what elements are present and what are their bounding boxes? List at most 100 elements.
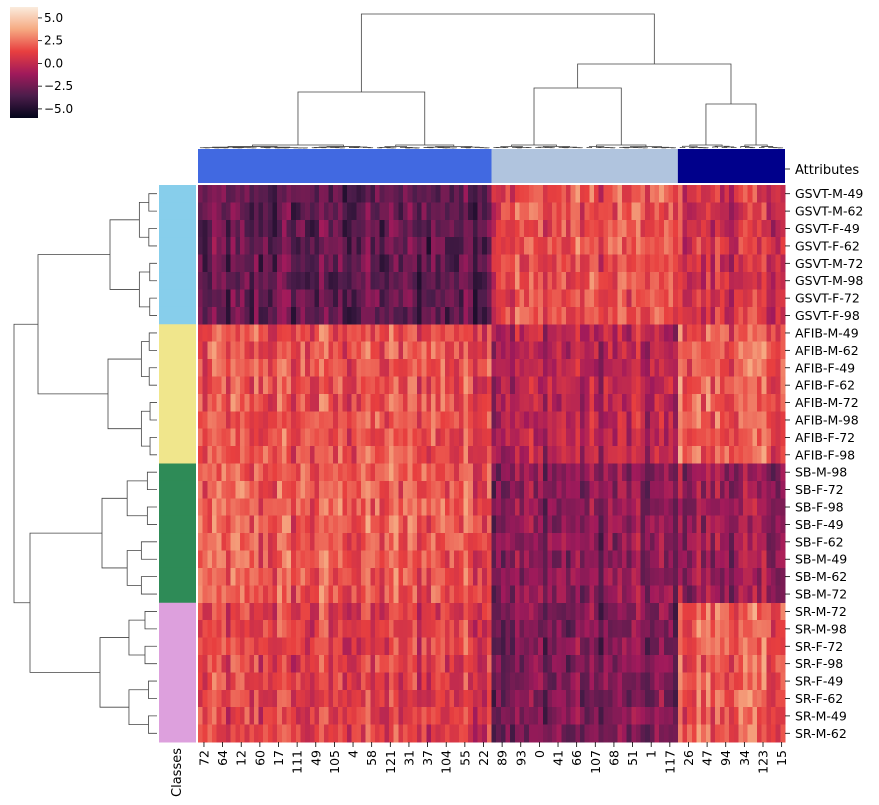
heatmap-cell [631,515,637,534]
heatmap-cell [733,707,740,726]
heatmap-cell [701,707,707,726]
heatmap-cell [267,689,274,708]
heatmap-cell [323,254,330,273]
heatmap-cell [328,480,334,499]
heatmap-cell [570,533,576,552]
heatmap-cell [407,654,413,673]
heatmap-cell [305,585,311,604]
heatmap-cell [743,550,749,569]
heatmap-cell [398,672,404,691]
heatmap-cell [556,637,562,656]
heatmap-cell [705,185,712,204]
heatmap-cell [757,411,763,430]
heatmap-cell [547,306,553,325]
heatmap-cell [589,498,595,517]
heatmap-cell [430,602,437,621]
heatmap-cell [542,359,549,378]
heatmap-cell [361,185,367,204]
heatmap-cell [440,463,446,482]
heatmap-cell [230,376,236,395]
heatmap-cell [216,446,222,465]
heatmap-cell [566,306,572,325]
heatmap-cell [491,620,497,639]
heatmap-cell [468,289,474,308]
heatmap-cell [640,550,646,569]
heatmap-cell [607,254,614,273]
heatmap-cell [542,237,549,256]
heatmap-cell [496,306,502,325]
heatmap-cell [691,428,698,447]
heatmap-cell [505,585,511,604]
heatmap-cell [575,480,581,499]
heatmap-cell [342,654,348,673]
heatmap-cell [696,428,702,447]
heatmap-cell [426,498,432,517]
heatmap-cell [715,428,721,447]
heatmap-cell [463,306,469,325]
heatmap-cell [491,515,497,534]
heatmap-cell [356,550,362,569]
heatmap-cell [323,272,330,291]
heatmap-cell [482,202,488,221]
heatmap-cell [747,237,753,256]
heatmap-cell [444,324,451,343]
heatmap-cell [253,689,260,708]
heatmap-cell [715,515,721,534]
heatmap-cell [454,654,460,673]
heatmap-cell [668,272,674,291]
heatmap-cell [295,480,302,499]
row-dendrogram-link [149,262,157,282]
heatmap-cell [244,707,250,726]
row-label: SB-F-62 [795,534,844,549]
heatmap-cell [430,272,437,291]
heatmap-cell [701,533,707,552]
heatmap-cell [640,219,646,238]
heatmap-cell [384,724,390,743]
heatmap-cell [556,707,562,726]
heatmap-cell [701,428,707,447]
heatmap-cell [351,289,357,308]
heatmap-cell [365,672,371,691]
heatmap-cell [621,306,628,325]
heatmap-cell [766,446,772,465]
heatmap-cell [775,428,781,447]
heatmap-cell [696,620,702,639]
heatmap-cell [356,219,362,238]
heatmap-cell [738,219,744,238]
heatmap-cell [635,376,642,395]
heatmap-cell [566,428,572,447]
heatmap-cell [775,480,781,499]
heatmap-cell [407,689,413,708]
heatmap-cell [771,533,777,552]
heatmap-cell [715,533,721,552]
heatmap-cell [747,689,753,708]
heatmap-cell [216,341,222,360]
heatmap-cell [426,689,432,708]
row-label: SB-M-49 [795,552,847,567]
heatmap-cell [379,463,385,482]
heatmap-cell [426,219,432,238]
heatmap-cell [603,411,609,430]
heatmap-cell [668,480,674,499]
heatmap-cell [556,498,562,517]
heatmap-cell [738,515,744,534]
heatmap-cell [580,637,586,656]
heatmap-cell [757,515,763,534]
heatmap-cell [659,585,665,604]
heatmap-cell [533,393,539,412]
heatmap-cell [663,428,670,447]
heatmap-cell [621,724,628,743]
heatmap-cell [645,463,651,482]
heatmap-cell [416,185,423,204]
heatmap-cell [645,411,651,430]
heatmap-cell [267,341,274,360]
heatmap-cell [570,324,576,343]
heatmap-cell [458,219,465,238]
heatmap-cell [370,637,376,656]
heatmap-cell [482,637,488,656]
heatmap-cell [407,602,413,621]
heatmap-cell [570,707,576,726]
heatmap-cell [435,411,441,430]
heatmap-cell [645,672,651,691]
heatmap-cell [472,202,479,221]
